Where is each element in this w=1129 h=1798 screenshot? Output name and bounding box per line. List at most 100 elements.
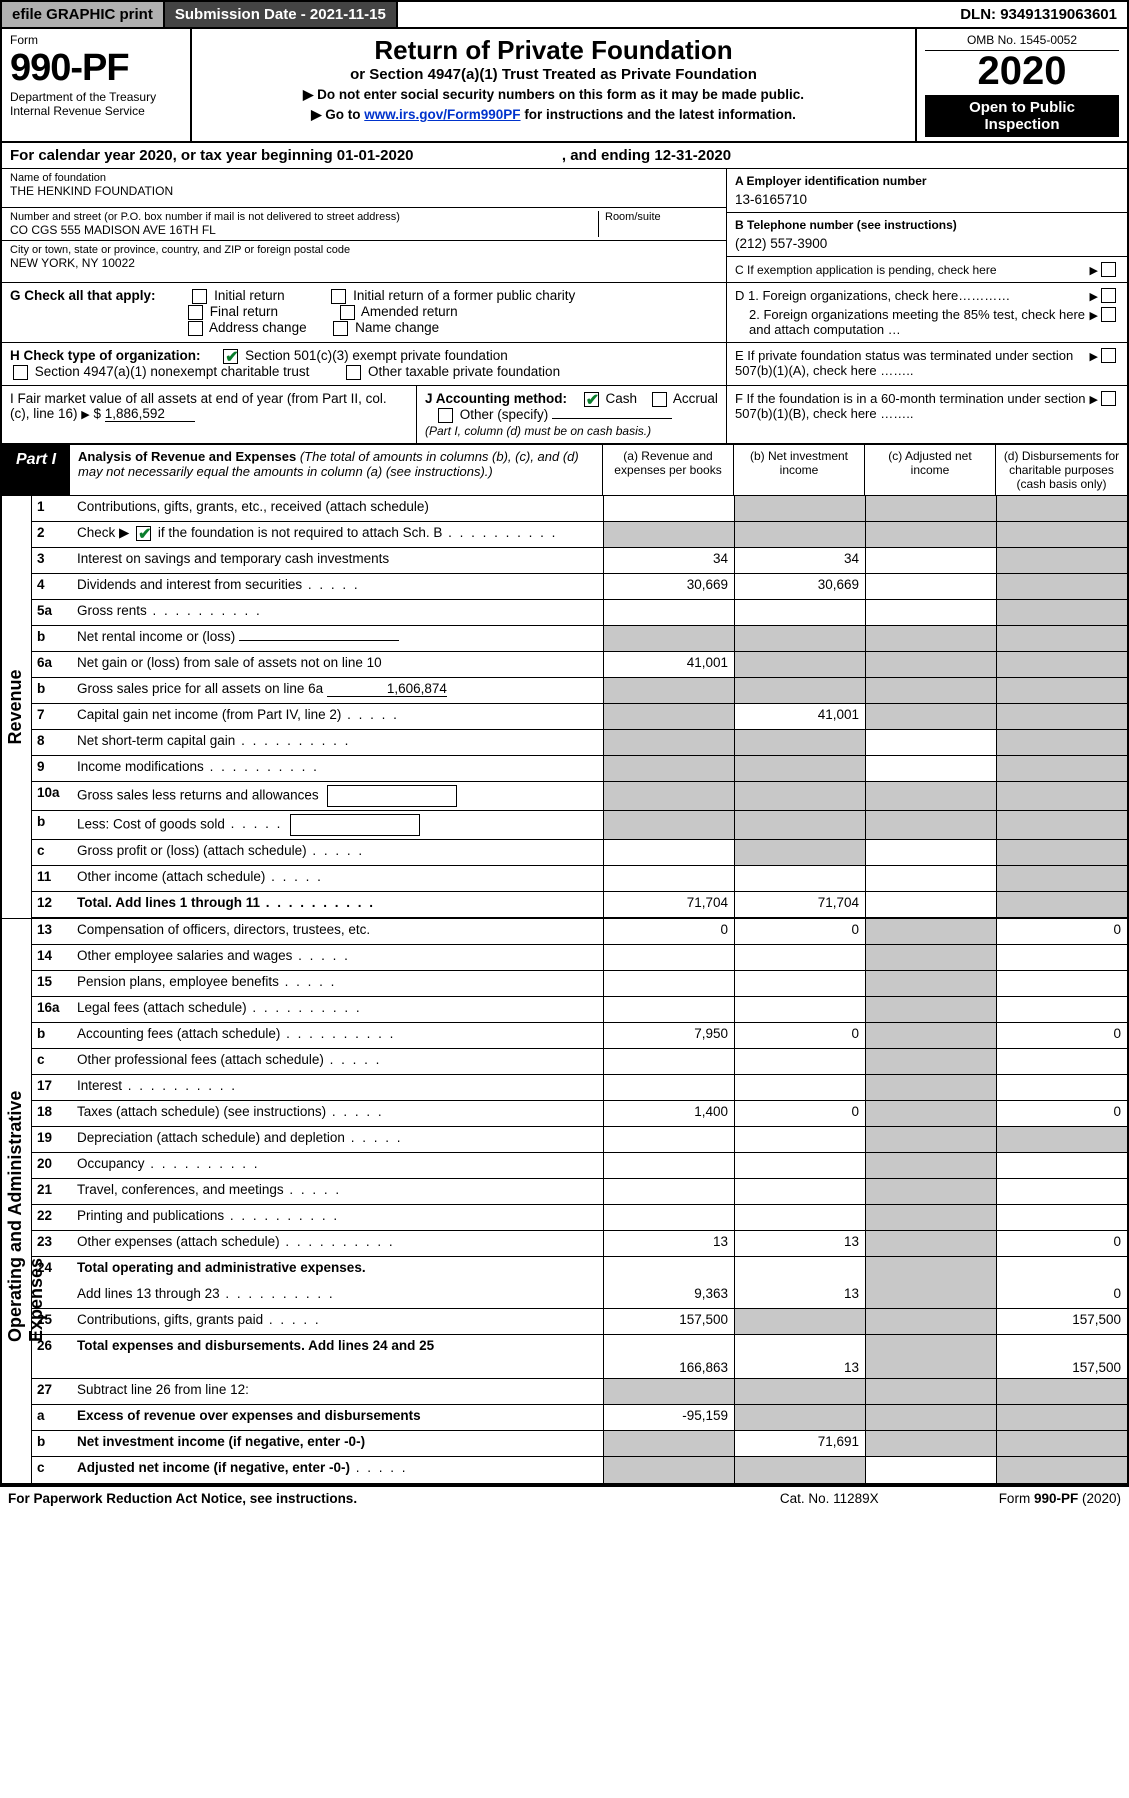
form-number: 990-PF <box>10 47 182 90</box>
arrow-icon <box>1090 262 1098 277</box>
line-5b: Net rental income or (loss) <box>72 626 603 651</box>
name-label: Name of foundation <box>10 172 718 184</box>
part1-header: Part I Analysis of Revenue and Expenses … <box>2 445 1127 496</box>
expenses-side-label: Operating and Administrative Expenses <box>2 919 32 1483</box>
col-c-head: (c) Adjusted net income <box>865 445 996 495</box>
line-17: Interest <box>72 1075 603 1100</box>
cb-name[interactable] <box>333 321 348 336</box>
efile-badge: efile GRAPHIC print <box>2 2 165 27</box>
form-header: Form 990-PF Department of the Treasury I… <box>2 29 1127 143</box>
form-990pf: efile GRAPHIC print Submission Date - 20… <box>0 0 1129 1487</box>
line-15: Pension plans, employee benefits <box>72 971 603 996</box>
line-8: Net short-term capital gain <box>72 730 603 755</box>
line-21: Travel, conferences, and meetings <box>72 1179 603 1204</box>
cb-d2[interactable] <box>1101 307 1116 322</box>
section-i: I Fair market value of all assets at end… <box>2 386 417 443</box>
section-j: J Accounting method: Cash Accrual Other … <box>417 386 727 443</box>
line-14: Other employee salaries and wages <box>72 945 603 970</box>
col-d-head: (d) Disbursements for charitable purpose… <box>996 445 1127 495</box>
cb-address[interactable] <box>188 321 203 336</box>
top-bar: efile GRAPHIC print Submission Date - 20… <box>2 2 1127 29</box>
form-foot: Form 990-PF (2020) <box>999 1491 1121 1506</box>
dept: Department of the Treasury <box>10 90 182 104</box>
tax-year: 2020 <box>925 51 1119 91</box>
line-10a: Gross sales less returns and allowances <box>72 782 603 810</box>
street-address: CO CGS 555 MADISON AVE 16TH FL <box>10 223 598 237</box>
cb-f[interactable] <box>1101 391 1116 406</box>
line-10c: Gross profit or (loss) (attach schedule) <box>72 840 603 865</box>
cb-final[interactable] <box>188 305 203 320</box>
line-19: Depreciation (attach schedule) and deple… <box>72 1127 603 1152</box>
line-16a: Legal fees (attach schedule) <box>72 997 603 1022</box>
calendar-year-line: For calendar year 2020, or tax year begi… <box>2 143 1127 169</box>
line-23: Other expenses (attach schedule) <box>72 1231 603 1256</box>
cb-501c3[interactable] <box>223 349 238 364</box>
room-label: Room/suite <box>605 211 718 223</box>
fmv-value: 1,886,592 <box>105 406 195 422</box>
ein-label: A Employer identification number <box>735 174 1119 188</box>
line-1: Contributions, gifts, grants, etc., rece… <box>72 496 603 521</box>
line-11: Other income (attach schedule) <box>72 866 603 891</box>
line-20: Occupancy <box>72 1153 603 1178</box>
cb-d1[interactable] <box>1101 288 1116 303</box>
line-18: Taxes (attach schedule) (see instruction… <box>72 1101 603 1126</box>
section-h: H Check type of organization: Section 50… <box>2 343 727 385</box>
line-6b: Gross sales price for all assets on line… <box>72 678 603 703</box>
line-27: Subtract line 26 from line 12: <box>72 1379 603 1404</box>
cb-other-method[interactable] <box>438 408 453 423</box>
line-27a: Excess of revenue over expenses and disb… <box>72 1405 603 1430</box>
line-24b: Add lines 13 through 23 <box>72 1283 603 1308</box>
note-ssn: ▶ Do not enter social security numbers o… <box>202 87 905 103</box>
section-e: E If private foundation status was termi… <box>727 343 1127 385</box>
line-10b: Less: Cost of goods sold <box>72 811 603 839</box>
line-9: Income modifications <box>72 756 603 781</box>
section-f: F If the foundation is in a 60-month ter… <box>727 386 1127 443</box>
city-label: City or town, state or province, country… <box>10 244 718 256</box>
col-b-head: (b) Net investment income <box>734 445 865 495</box>
section-g: G Check all that apply: Initial return I… <box>2 283 727 342</box>
col-a-head: (a) Revenue and expenses per books <box>603 445 734 495</box>
line-27b: Net investment income (if negative, ente… <box>72 1431 603 1456</box>
footer: For Paperwork Reduction Act Notice, see … <box>0 1487 1129 1510</box>
form-subtitle: or Section 4947(a)(1) Trust Treated as P… <box>202 66 905 83</box>
cb-initial[interactable] <box>192 289 207 304</box>
part-tag: Part I <box>2 445 70 495</box>
section-d: D 1. Foreign organizations, check here……… <box>727 283 1127 342</box>
line-24: Total operating and administrative expen… <box>72 1257 603 1283</box>
submission-date: Submission Date - 2021-11-15 <box>165 2 398 27</box>
cb-accrual[interactable] <box>652 392 667 407</box>
line-12: Total. Add lines 1 through 11 <box>72 892 603 917</box>
ein: 13-6165710 <box>735 192 1119 207</box>
cb-amended[interactable] <box>340 305 355 320</box>
dln: DLN: 93491319063601 <box>950 2 1127 27</box>
line-16b: Accounting fees (attach schedule) <box>72 1023 603 1048</box>
foundation-name: THE HENKIND FOUNDATION <box>10 184 718 198</box>
line-6a: Net gain or (loss) from sale of assets n… <box>72 652 603 677</box>
line-22: Printing and publications <box>72 1205 603 1230</box>
note-link-line: ▶ Go to www.irs.gov/Form990PF for instru… <box>202 107 905 123</box>
paperwork-notice: For Paperwork Reduction Act Notice, see … <box>8 1491 357 1506</box>
line-26: Total expenses and disbursements. Add li… <box>72 1335 603 1378</box>
cb-initial-former[interactable] <box>331 289 346 304</box>
cb-cash[interactable] <box>584 392 599 407</box>
form-word: Form <box>10 33 182 47</box>
checkbox-c[interactable] <box>1101 262 1116 277</box>
line-4: Dividends and interest from securities <box>72 574 603 599</box>
line-3: Interest on savings and temporary cash i… <box>72 548 603 573</box>
addr-label: Number and street (or P.O. box number if… <box>10 211 598 223</box>
irs: Internal Revenue Service <box>10 104 182 118</box>
cb-e[interactable] <box>1101 348 1116 363</box>
cb-sch-b[interactable] <box>136 526 151 541</box>
line-2: Check ▶ if the foundation is not require… <box>72 522 603 547</box>
line-16c: Other professional fees (attach schedule… <box>72 1049 603 1074</box>
line-25: Contributions, gifts, grants paid <box>72 1309 603 1334</box>
identity-block: Name of foundation THE HENKIND FOUNDATIO… <box>2 169 1127 283</box>
open-to-public: Open to Public Inspection <box>925 95 1119 137</box>
instructions-link[interactable]: www.irs.gov/Form990PF <box>364 107 520 122</box>
cb-4947[interactable] <box>13 365 28 380</box>
line-5a: Gross rents <box>72 600 603 625</box>
cat-no: Cat. No. 11289X <box>780 1491 879 1506</box>
phone-label: B Telephone number (see instructions) <box>735 218 1119 232</box>
cb-other-tax[interactable] <box>346 365 361 380</box>
line-7: Capital gain net income (from Part IV, l… <box>72 704 603 729</box>
